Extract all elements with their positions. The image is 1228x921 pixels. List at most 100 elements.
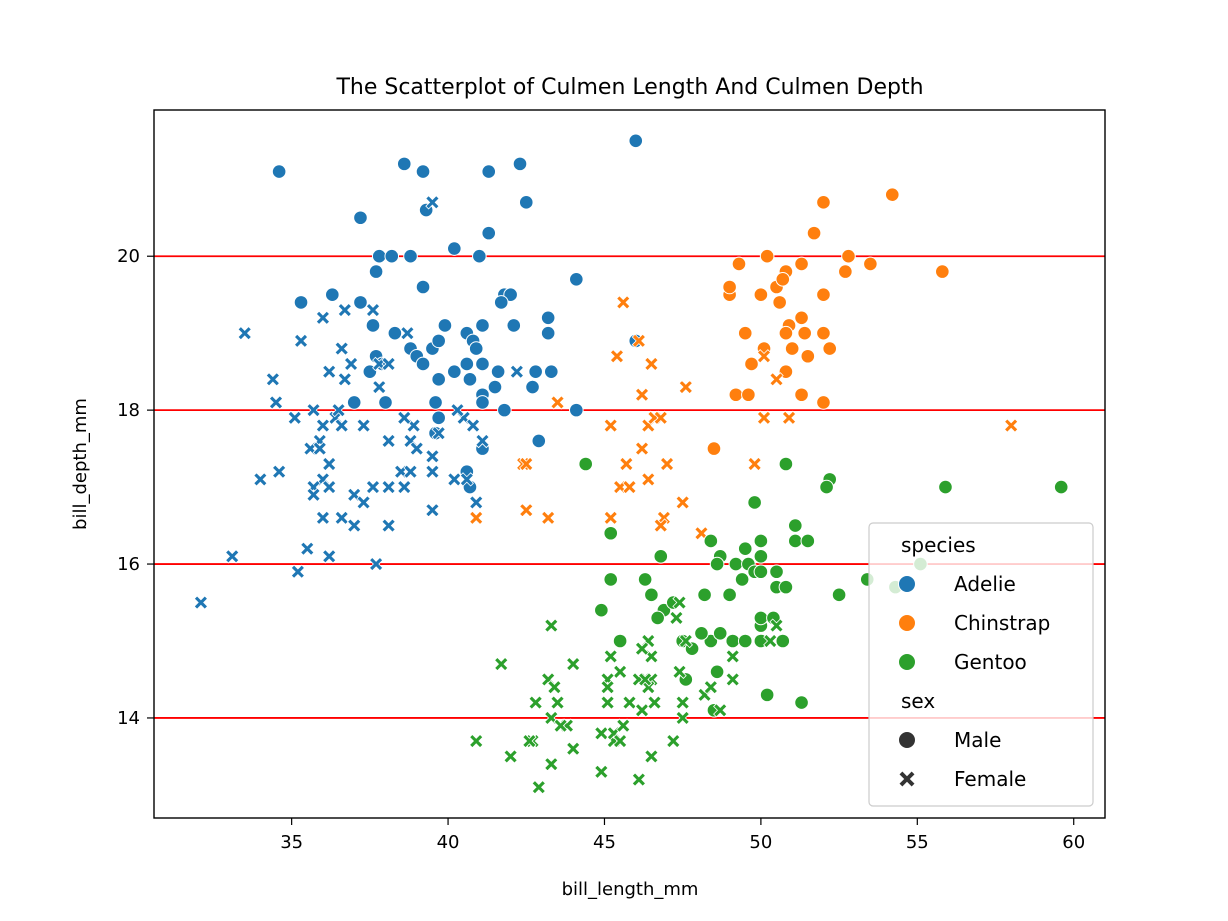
data-point	[428, 395, 443, 410]
data-point	[759, 687, 775, 703]
data-point	[616, 718, 631, 733]
data-point	[569, 272, 584, 287]
data-point	[469, 495, 484, 510]
data-point	[800, 348, 816, 364]
data-point	[706, 441, 722, 456]
data-point	[512, 156, 528, 172]
data-point	[415, 356, 431, 372]
data-point	[831, 587, 847, 603]
legend-title-species: species	[901, 533, 976, 557]
data-point	[637, 572, 653, 587]
data-point	[644, 587, 659, 603]
data-point	[268, 395, 284, 410]
data-point	[400, 326, 415, 341]
data-point	[603, 649, 618, 664]
data-point	[637, 672, 653, 687]
data-point	[372, 379, 387, 395]
data-point	[578, 456, 594, 472]
data-point	[550, 695, 565, 710]
data-point	[653, 549, 669, 564]
data-point	[703, 680, 719, 695]
data-point	[365, 479, 381, 495]
data-point	[459, 356, 475, 372]
data-point	[306, 487, 321, 502]
data-point	[193, 595, 209, 610]
data-point	[353, 295, 368, 310]
data-point	[641, 472, 656, 487]
data-point	[712, 626, 728, 641]
data-point	[346, 395, 362, 410]
data-point	[378, 395, 393, 410]
data-point	[450, 402, 465, 418]
data-point	[619, 456, 634, 472]
data-point	[403, 464, 418, 479]
data-point	[644, 749, 659, 764]
data-point	[306, 402, 321, 418]
data-point	[725, 633, 741, 649]
data-point	[753, 533, 769, 549]
data-point	[437, 318, 453, 333]
x-tick-label: 35	[280, 832, 303, 853]
data-point	[737, 541, 753, 556]
data-point	[315, 310, 331, 325]
data-point	[356, 495, 371, 510]
data-point	[669, 610, 684, 626]
data-point	[540, 310, 556, 326]
data-point	[678, 379, 693, 395]
data-point	[603, 572, 619, 587]
data-point	[609, 349, 625, 364]
data-point	[725, 649, 740, 664]
data-point	[494, 656, 509, 672]
data-point	[653, 518, 668, 533]
data-point	[409, 441, 424, 456]
data-point	[747, 495, 762, 510]
data-point	[816, 325, 831, 341]
data-point	[794, 256, 809, 272]
data-point	[225, 549, 240, 564]
data-point	[544, 756, 559, 772]
data-point	[425, 464, 440, 479]
data-point	[634, 387, 650, 402]
data-point	[519, 456, 534, 472]
data-point	[365, 318, 381, 333]
data-point	[697, 587, 712, 603]
data-point	[337, 372, 352, 387]
data-point	[331, 402, 346, 418]
data-point	[528, 364, 543, 379]
data-point	[775, 272, 791, 287]
data-point	[312, 441, 327, 456]
data-point	[725, 672, 740, 687]
legend-label-gentoo: Gentoo	[954, 650, 1027, 674]
data-point	[271, 164, 287, 179]
data-point	[334, 418, 349, 433]
data-point	[566, 656, 581, 672]
series-chinstrap-male	[706, 187, 950, 456]
data-point	[469, 510, 484, 526]
data-point	[650, 610, 665, 626]
data-point	[381, 356, 396, 372]
legend-marker-female	[898, 770, 916, 788]
data-point	[644, 356, 659, 372]
data-point	[265, 372, 281, 387]
data-point	[612, 633, 628, 649]
data-point	[271, 464, 287, 479]
data-point	[594, 602, 609, 618]
data-point	[237, 326, 252, 341]
data-point	[647, 695, 662, 710]
data-point	[337, 302, 352, 318]
y-tick-label: 18	[117, 400, 140, 421]
legend-label-female: Female	[954, 767, 1026, 791]
series-adelie-female	[193, 195, 525, 610]
data-point	[703, 633, 719, 649]
data-point	[447, 364, 462, 379]
data-point	[381, 518, 396, 533]
data-point	[518, 195, 534, 210]
y-tick-label: 16	[117, 554, 140, 575]
series-adelie-male	[271, 133, 644, 495]
data-point	[475, 356, 490, 372]
data-point	[300, 541, 315, 556]
data-point	[675, 695, 690, 710]
data-point	[475, 395, 490, 410]
data-point	[816, 287, 831, 302]
data-point	[503, 287, 518, 302]
